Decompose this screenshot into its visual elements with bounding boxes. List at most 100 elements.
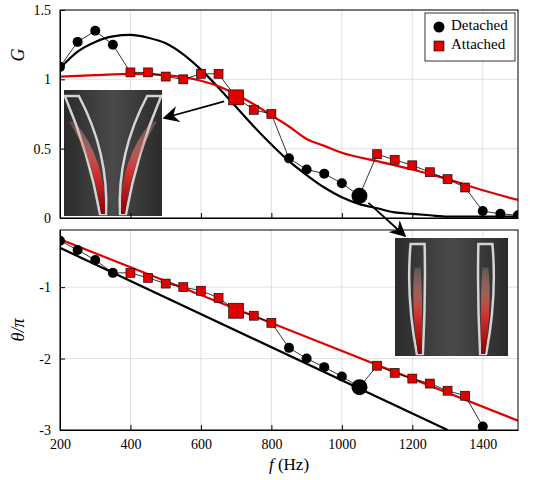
inset-background	[64, 90, 162, 216]
x-axis-title: f (Hz)	[269, 455, 309, 474]
tick-mark	[60, 149, 65, 150]
y-axis: 0 0.5 1 1.5	[34, 3, 66, 226]
fit-line	[60, 35, 518, 217]
inset-background	[395, 238, 508, 356]
tick-mark	[60, 430, 65, 431]
tick-label: 1.5	[34, 3, 52, 18]
square-marker	[126, 68, 135, 77]
chart: 00.511.5G200400600800100012001400-3-2-1θ…	[0, 0, 533, 480]
y-tick: -3	[39, 423, 65, 438]
flame-edge	[120, 96, 161, 214]
square-marker	[408, 161, 417, 170]
flame-edge	[65, 96, 106, 214]
circle-marker	[513, 210, 518, 218]
y-tick: 1.5	[34, 3, 66, 18]
tick-mark	[60, 10, 65, 11]
square-marker	[390, 368, 399, 377]
tick-label: -1	[39, 280, 51, 295]
circle-marker	[284, 153, 294, 163]
circle-marker	[108, 40, 118, 50]
circle-marker	[351, 188, 367, 204]
flame-edge	[478, 244, 494, 354]
circle-marker	[284, 343, 294, 353]
annotation-layer: Detached Attached	[164, 13, 515, 236]
tick-mark	[271, 213, 272, 218]
square-marker	[229, 90, 244, 105]
tick-mark	[271, 425, 272, 430]
legend-box	[425, 13, 515, 61]
square-marker	[229, 303, 244, 318]
square-marker	[214, 293, 223, 302]
axis-layer: 00.511.5G200400600800100012001400-3-2-1θ…	[8, 3, 518, 474]
square-marker	[373, 150, 382, 159]
connector-line	[60, 241, 483, 427]
inset-image	[395, 238, 508, 356]
x-axis	[61, 213, 519, 219]
x-tick	[483, 213, 484, 218]
tick-mark	[483, 425, 484, 430]
x-tick	[271, 213, 272, 218]
y-axis-title: G	[8, 49, 28, 62]
circle-marker	[302, 354, 312, 364]
grid-line	[200, 230, 201, 430]
circle-marker	[319, 362, 329, 372]
flame-core	[121, 122, 157, 215]
axis-line	[61, 218, 519, 219]
grid	[60, 10, 518, 218]
square-marker	[196, 286, 205, 295]
x-tick	[201, 213, 202, 218]
tick-label: 1	[44, 72, 51, 87]
legend-label: Detached	[451, 17, 508, 33]
grid-line	[200, 10, 201, 218]
tick-mark	[412, 425, 413, 430]
tick-label: 0.5	[34, 142, 52, 157]
flame-edge	[409, 244, 425, 354]
circle-marker	[90, 255, 100, 265]
flame-core	[481, 268, 490, 355]
plot-frame	[60, 230, 518, 430]
legend-symbol	[434, 41, 444, 51]
tick-mark	[60, 359, 65, 360]
tick-label: 0	[44, 211, 51, 226]
square-marker	[461, 391, 470, 400]
tick-label: -3	[39, 423, 51, 438]
y-axis-title: θ/π	[8, 318, 28, 342]
grid-line	[60, 358, 518, 359]
square-marker	[408, 374, 417, 383]
grid-line	[271, 230, 272, 430]
square-marker	[214, 69, 223, 78]
x-tick: 600	[191, 425, 212, 452]
square-marker	[126, 268, 135, 277]
legend: Detached Attached	[425, 13, 515, 61]
fit-line	[60, 239, 518, 420]
square-marker	[161, 279, 170, 288]
x-tick: 1200	[399, 425, 427, 452]
square-marker	[196, 69, 205, 78]
tick-label: 400	[120, 437, 141, 452]
legend-label: Attached	[451, 36, 506, 52]
circle-marker	[302, 164, 312, 174]
y-tick: 0.5	[34, 142, 66, 157]
square-marker	[267, 318, 276, 327]
grid-layer	[60, 10, 518, 430]
x-tick: 1400	[469, 425, 497, 452]
flame-core	[413, 268, 422, 355]
tick-label: 200	[50, 437, 71, 452]
plot-area	[60, 236, 518, 430]
y-tick: -1	[39, 280, 65, 295]
square-marker	[161, 72, 170, 81]
circle-marker	[90, 26, 100, 36]
circle-marker	[73, 37, 83, 47]
grid-line	[130, 230, 131, 430]
x-tick: 1000	[328, 425, 356, 452]
grid-line	[341, 230, 342, 430]
circle-marker	[351, 379, 367, 395]
grid-line	[60, 79, 518, 80]
tick-label: 1000	[328, 437, 356, 452]
y-tick: 0	[44, 211, 65, 226]
x-tick	[412, 213, 413, 218]
square-marker	[249, 105, 258, 114]
x-tick	[342, 213, 343, 218]
tick-mark	[483, 213, 484, 218]
y-tick: -2	[39, 352, 65, 367]
